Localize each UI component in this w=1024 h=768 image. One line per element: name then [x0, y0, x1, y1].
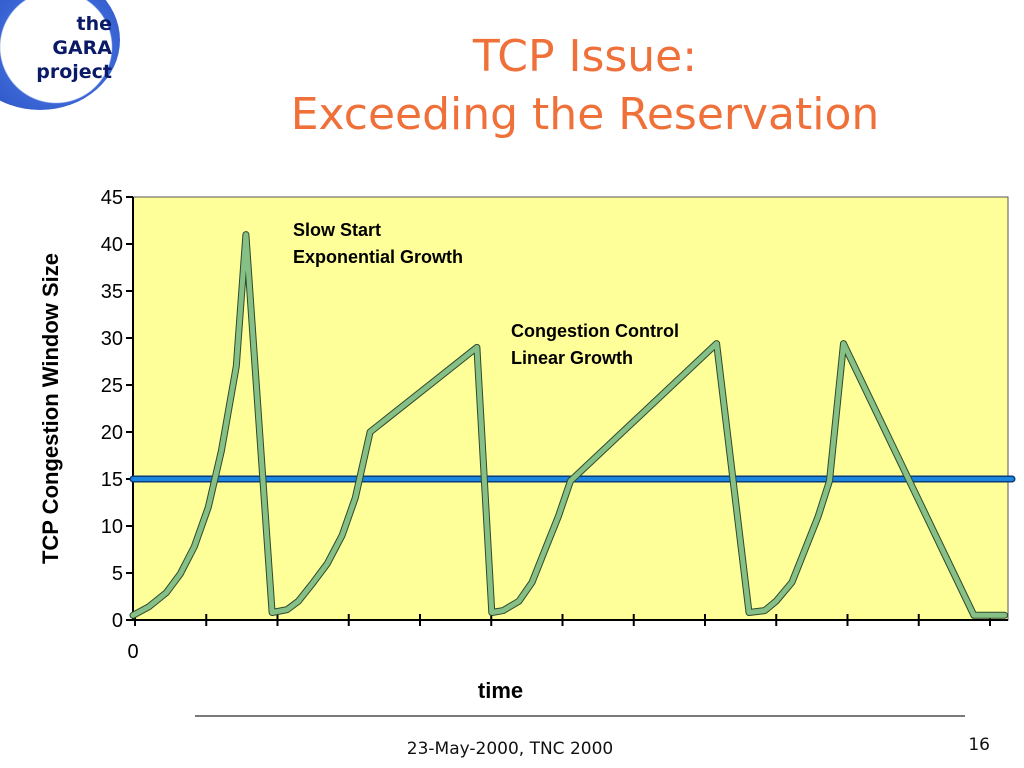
y-tick-label: 5	[112, 563, 123, 585]
footer-divider	[195, 715, 965, 717]
y-tick-label: 0	[112, 610, 123, 632]
gara-logo: the GARA project	[8, 12, 112, 84]
y-tick-label: 30	[101, 328, 123, 350]
x-tick-label: 0	[127, 641, 138, 663]
annotation-line-2: Linear Growth	[511, 348, 633, 368]
y-tick-label: 45	[101, 187, 123, 209]
x-axis-title: time	[478, 678, 523, 703]
y-tick-label: 20	[101, 422, 123, 444]
slide-title-line-2: Exceeding the Reservation	[290, 89, 880, 140]
y-tick-label: 35	[101, 281, 123, 303]
plot-area	[132, 196, 1009, 621]
y-tick-label: 40	[101, 234, 123, 256]
page-number: 16	[968, 735, 990, 755]
annotation-line-2: Exponential Growth	[293, 247, 463, 267]
logo-line-2: GARA	[52, 37, 112, 59]
y-axis-title: TCP Congestion Window Size	[38, 253, 63, 564]
y-tick-label: 25	[101, 375, 123, 397]
annotation-line-1: Slow Start	[293, 220, 381, 240]
slide-title-line-1: TCP Issue:	[472, 31, 698, 82]
y-tick-label: 15	[101, 469, 123, 491]
y-tick-label: 10	[101, 516, 123, 538]
logo-line-1: the	[76, 13, 113, 35]
footer-date-venue: 23-May-2000, TNC 2000	[406, 739, 614, 759]
window-series-line	[130, 232, 1007, 618]
logo-line-3: project	[36, 61, 112, 83]
annotation-line-1: Congestion Control	[511, 321, 679, 341]
